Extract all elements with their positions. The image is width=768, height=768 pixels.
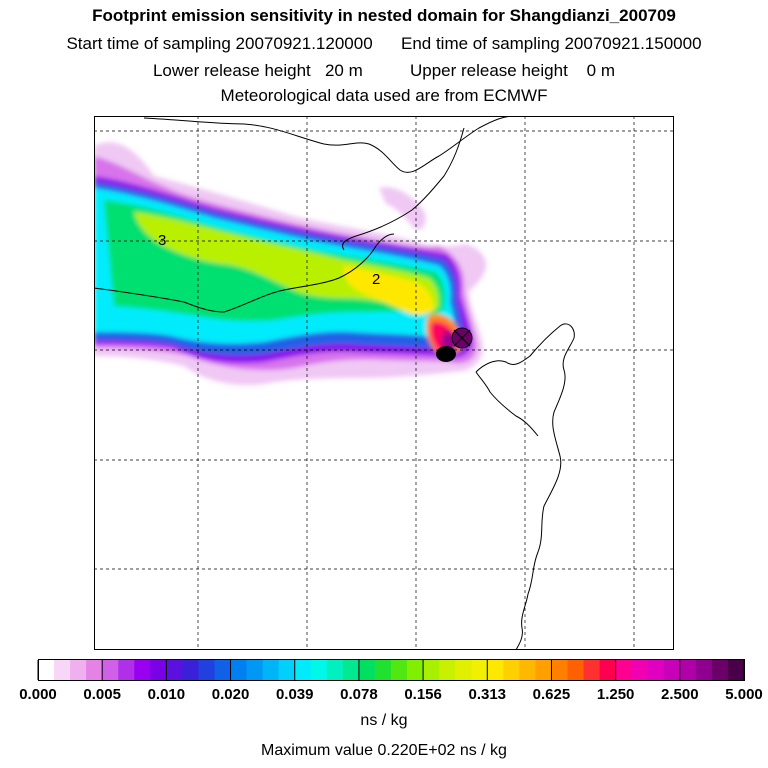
legend-tick-label: 0.010 bbox=[148, 686, 186, 703]
legend-color-cell bbox=[583, 660, 600, 680]
legend-color-cell bbox=[262, 660, 280, 680]
map-gridlines bbox=[94, 116, 674, 650]
legend-color-cell bbox=[471, 660, 488, 680]
legend-tick-label: 0.000 bbox=[19, 686, 57, 703]
legend-color-cell bbox=[326, 660, 344, 680]
legend-tick-label: 0.039 bbox=[276, 686, 314, 703]
legend-tick-label: 0.313 bbox=[468, 686, 506, 703]
coastlines bbox=[94, 116, 575, 650]
legend-color-cell bbox=[503, 660, 520, 680]
legend-color-cell bbox=[535, 660, 552, 680]
receptor-marker bbox=[436, 327, 473, 362]
legend-color-cell bbox=[647, 660, 665, 680]
legend-color-cell bbox=[439, 660, 456, 680]
legend-color-cell bbox=[551, 660, 568, 680]
legend-color-cell bbox=[86, 660, 103, 680]
liaodong-coast bbox=[475, 371, 539, 437]
legend-color-cell bbox=[214, 660, 231, 680]
legend-color-cell bbox=[38, 660, 55, 680]
maximum-value: Maximum value 0.220E+02 ns / kg bbox=[261, 742, 507, 759]
legend-color-cell bbox=[230, 660, 247, 680]
legend-units: ns / kg bbox=[360, 712, 408, 729]
title: Footprint emission sensitivity in nested… bbox=[92, 6, 676, 25]
meteorological-source: Meteorological data used are from ECMWF bbox=[220, 86, 548, 105]
legend-tick-label: 0.078 bbox=[340, 686, 378, 703]
legend-tick-label: 0.005 bbox=[83, 686, 121, 703]
legend-color-cell bbox=[182, 660, 199, 680]
legend-color-cell bbox=[455, 660, 472, 680]
coastline-north bbox=[143, 116, 515, 173]
legend-color-cell bbox=[294, 660, 312, 680]
legend-color-cell bbox=[374, 660, 392, 680]
legend-color-cell bbox=[407, 660, 424, 680]
legend-color-cell bbox=[150, 660, 167, 680]
legend-color-cell bbox=[310, 660, 328, 680]
legend-color-cell bbox=[166, 660, 183, 680]
legend-color-cell bbox=[134, 660, 151, 680]
legend-color-cell bbox=[278, 660, 296, 680]
release-heights: Lower release height 20 m Upper release … bbox=[152, 61, 616, 80]
contour-label-3: 3 bbox=[158, 232, 166, 249]
legend-color-cell bbox=[70, 660, 87, 680]
legend-tick-label: 1.250 bbox=[597, 686, 635, 703]
legend-color-cell bbox=[102, 660, 119, 680]
legend-color-cell bbox=[358, 660, 376, 680]
plume-level-1b bbox=[379, 187, 426, 230]
legend-tick-label: 2.500 bbox=[661, 686, 699, 703]
legend-color-cell bbox=[599, 660, 617, 680]
contour-label-2: 2 bbox=[372, 271, 380, 288]
legend-color-cell bbox=[519, 660, 536, 680]
bohai-coast bbox=[342, 127, 465, 251]
sampling-times: Start time of sampling 20070921.120000 E… bbox=[66, 34, 702, 53]
border-line bbox=[94, 233, 395, 313]
legend-tick-label: 0.156 bbox=[404, 686, 442, 703]
color-legend: 0.000 0.005 0.010 0.020 0.039 0.078 0.156 0.313… bbox=[19, 659, 763, 703]
legend-color-cell bbox=[711, 660, 729, 680]
legend-color-cell bbox=[615, 660, 633, 680]
legend-color-cell bbox=[423, 660, 440, 680]
legend-color-cell bbox=[695, 660, 713, 680]
legend-color-cell bbox=[198, 660, 215, 680]
plume-level-8 bbox=[343, 266, 434, 315]
legend-frame bbox=[38, 659, 745, 681]
legend-color-cell bbox=[631, 660, 649, 680]
footprint-map: 3 2 bbox=[94, 116, 674, 650]
legend-color-cell bbox=[391, 660, 408, 680]
plume-footprint bbox=[94, 142, 487, 386]
legend-color-cell bbox=[246, 660, 264, 680]
legend-tick-label: 0.625 bbox=[533, 686, 571, 703]
legend-color-cell bbox=[118, 660, 135, 680]
legend-color-cell bbox=[727, 660, 745, 680]
legend-tick-label: 0.020 bbox=[212, 686, 250, 703]
legend-color-cell bbox=[342, 660, 360, 680]
legend-color-cell bbox=[54, 660, 71, 680]
legend-color-cells bbox=[38, 660, 745, 680]
legend-color-cell bbox=[567, 660, 584, 680]
legend-color-cell bbox=[679, 660, 697, 680]
legend-tick-label: 5.000 bbox=[725, 686, 763, 703]
legend-color-cell bbox=[487, 660, 504, 680]
shandong-korea-coast bbox=[475, 323, 575, 650]
map-frame bbox=[94, 116, 674, 650]
legend-color-cell bbox=[663, 660, 681, 680]
legend-tick-labels: 0.000 0.005 0.010 0.020 0.039 0.078 0.156 0.313… bbox=[19, 686, 763, 703]
